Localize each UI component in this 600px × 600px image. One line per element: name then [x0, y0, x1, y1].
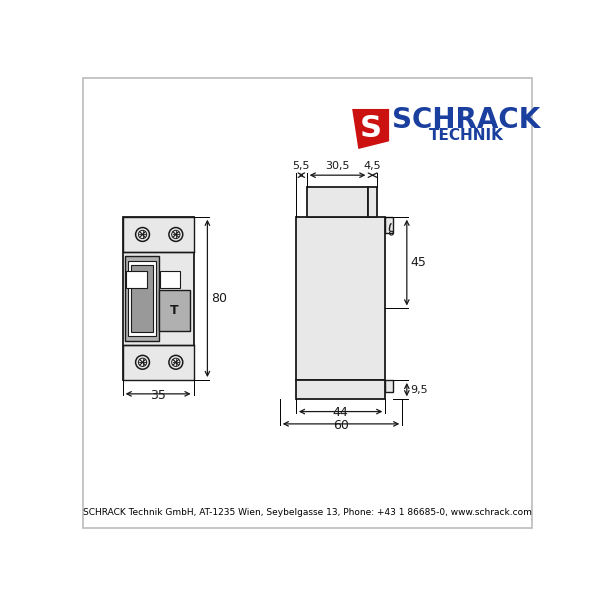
Bar — [385, 217, 393, 233]
Bar — [125, 256, 159, 341]
Polygon shape — [352, 109, 389, 149]
Bar — [159, 290, 190, 331]
Bar — [126, 271, 146, 287]
Bar — [123, 217, 194, 380]
Text: T: T — [170, 304, 179, 317]
Bar — [385, 380, 393, 392]
Text: 4,5: 4,5 — [364, 161, 382, 172]
Text: S: S — [360, 114, 382, 143]
Text: 44: 44 — [333, 406, 349, 419]
Text: 9,5: 9,5 — [410, 385, 428, 395]
Text: SCHRACK: SCHRACK — [392, 106, 541, 134]
Text: TECHNIK: TECHNIK — [429, 128, 504, 143]
Bar — [160, 271, 181, 287]
Bar — [128, 260, 156, 336]
Text: SCHRACK Technik GmbH, AT-1235 Wien, Seybelgasse 13, Phone: +43 1 86685-0, www.sc: SCHRACK Technik GmbH, AT-1235 Wien, Seyb… — [83, 508, 532, 517]
Bar — [123, 217, 194, 252]
Text: 35: 35 — [150, 389, 166, 401]
Text: 30,5: 30,5 — [325, 161, 350, 172]
Bar — [296, 380, 385, 399]
Bar — [123, 344, 194, 380]
Bar — [296, 217, 385, 380]
Text: 45: 45 — [410, 256, 427, 269]
Text: 60: 60 — [333, 419, 349, 431]
Bar — [368, 187, 377, 217]
Text: 80: 80 — [211, 292, 227, 305]
Bar — [307, 187, 368, 217]
Text: 5,5: 5,5 — [293, 161, 310, 172]
Bar — [131, 265, 153, 332]
